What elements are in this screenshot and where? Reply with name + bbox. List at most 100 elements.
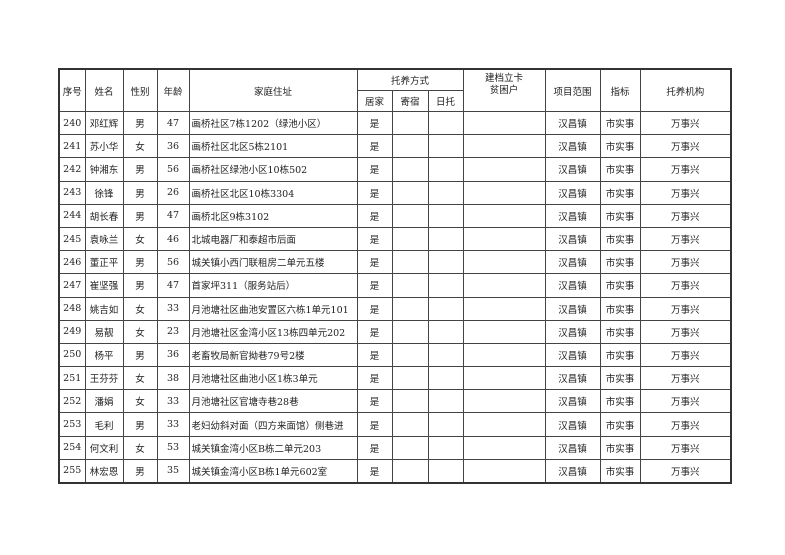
- cell-name: 苏小华: [84, 134, 124, 159]
- cell-address: 画桥社区北区10栋3304: [188, 180, 358, 205]
- cell-home: 是: [356, 134, 393, 159]
- cell-day: [427, 412, 464, 437]
- cell-seq: 252: [58, 389, 86, 414]
- cell-scope: 汉昌镇: [544, 389, 601, 414]
- cell-scope: 汉昌镇: [544, 157, 601, 182]
- cell-gender: 女: [122, 389, 158, 414]
- care-roster-table: 序号 姓名 性别 年龄 家庭住址 托养方式 建档立卡 贫困户 项目范围 指标 托养…: [58, 68, 733, 484]
- cell-poverty: [462, 157, 546, 182]
- cell-agency: 万事兴: [639, 180, 732, 205]
- cell-agency: 万事兴: [639, 273, 732, 298]
- cell-scope: 汉昌镇: [544, 226, 601, 252]
- cell-day: [427, 180, 464, 205]
- cell-boarding: [391, 435, 429, 460]
- cell-seq: 241: [58, 134, 86, 159]
- cell-home: 是: [356, 435, 393, 460]
- cell-age: 56: [156, 157, 190, 182]
- cell-address: 画桥社区7栋1202（绿池小区）: [188, 110, 358, 136]
- table-row: 241 苏小华女 36 画桥社区北区5栋2101 是 汉昌镇 市实事 万事兴: [58, 134, 732, 159]
- cell-gender: 男: [122, 180, 158, 205]
- cell-indicator: 市实事: [599, 134, 641, 159]
- cell-age: 33: [156, 412, 190, 437]
- cell-scope: 汉昌镇: [544, 458, 601, 484]
- cell-seq: 244: [58, 203, 86, 228]
- cell-gender: 女: [122, 319, 158, 344]
- cell-poverty: [462, 366, 546, 391]
- cell-address: 城关镇小西门联租房二单元五楼: [188, 250, 358, 275]
- cell-scope: 汉昌镇: [544, 296, 601, 321]
- cell-indicator: 市实事: [599, 389, 641, 414]
- cell-agency: 万事兴: [639, 366, 732, 391]
- cell-boarding: [391, 389, 429, 414]
- header-poverty: 建档立卡 贫困户: [462, 68, 546, 112]
- cell-address: 月池塘社区曲池安置区六栋1单元101: [188, 296, 358, 321]
- cell-agency: 万事兴: [639, 250, 732, 275]
- table-row: 248 姚吉如女 33 月池塘社区曲池安置区六栋1单元101 是 汉昌镇 市实事 万事兴: [58, 296, 732, 321]
- header-address: 家庭住址: [188, 68, 358, 112]
- cell-home: 是: [356, 389, 393, 414]
- cell-age: 36: [156, 342, 190, 368]
- cell-address: 城关镇金湾小区B栋1单元602室: [188, 458, 358, 484]
- cell-agency: 万事兴: [639, 342, 732, 368]
- cell-address: 首家坪311（服务站后）: [188, 273, 358, 298]
- cell-scope: 汉昌镇: [544, 134, 601, 159]
- cell-agency: 万事兴: [639, 157, 732, 182]
- table-row: 250 杨平男 36 老畜牧局新官拗巷79号2楼是 汉昌镇 市实事 万事兴: [58, 342, 732, 368]
- cell-age: 56: [156, 250, 190, 275]
- cell-home: 是: [356, 250, 393, 275]
- cell-scope: 汉昌镇: [544, 203, 601, 228]
- cell-indicator: 市实事: [599, 226, 641, 252]
- table-row: 249 易靓女 23 月池塘社区金湾小区13栋四单元202 是 汉昌镇 市实事 万事兴: [58, 319, 732, 344]
- cell-age: 46: [156, 226, 190, 252]
- cell-poverty: [462, 110, 546, 136]
- cell-gender: 男: [122, 342, 158, 368]
- cell-boarding: [391, 226, 429, 252]
- cell-poverty: [462, 342, 546, 368]
- cell-poverty: [462, 250, 546, 275]
- cell-home: 是: [356, 319, 393, 344]
- cell-indicator: 市实事: [599, 435, 641, 460]
- cell-address: 城关镇金湾小区B栋二单元203: [188, 435, 358, 460]
- header-indicator: 指标: [599, 68, 641, 112]
- table-row: 254 何文利女 53 城关镇金湾小区B栋二单元203 是 汉昌镇 市实事 万事兴: [58, 435, 732, 460]
- cell-seq: 243: [58, 180, 86, 205]
- cell-indicator: 市实事: [599, 342, 641, 368]
- cell-home: 是: [356, 226, 393, 252]
- cell-scope: 汉昌镇: [544, 435, 601, 460]
- cell-gender: 女: [122, 226, 158, 252]
- cell-indicator: 市实事: [599, 180, 641, 205]
- table-row: 243 徐锋男 26 画桥社区北区10栋3304 是 汉昌镇 市实事 万事兴: [58, 180, 732, 205]
- cell-age: 47: [156, 110, 190, 136]
- cell-scope: 汉昌镇: [544, 180, 601, 205]
- cell-agency: 万事兴: [639, 226, 732, 252]
- cell-name: 毛利: [84, 412, 124, 437]
- cell-poverty: [462, 319, 546, 344]
- cell-seq: 240: [58, 110, 86, 136]
- cell-gender: 男: [122, 412, 158, 437]
- cell-age: 23: [156, 319, 190, 344]
- cell-gender: 女: [122, 366, 158, 391]
- cell-gender: 男: [122, 157, 158, 182]
- cell-poverty: [462, 134, 546, 159]
- cell-name: 袁咏兰: [84, 226, 124, 252]
- cell-seq: 255: [58, 458, 86, 484]
- cell-indicator: 市实事: [599, 296, 641, 321]
- cell-boarding: [391, 458, 429, 484]
- cell-age: 33: [156, 296, 190, 321]
- cell-poverty: [462, 226, 546, 252]
- cell-indicator: 市实事: [599, 157, 641, 182]
- cell-address: 老畜牧局新官拗巷79号2楼: [188, 342, 358, 368]
- cell-indicator: 市实事: [599, 319, 641, 344]
- cell-seq: 247: [58, 273, 86, 298]
- header-age: 年龄: [156, 68, 190, 112]
- cell-age: 33: [156, 389, 190, 414]
- cell-age: 36: [156, 134, 190, 159]
- cell-day: [427, 296, 464, 321]
- header-poverty-line1: 建档立卡: [485, 72, 524, 84]
- cell-indicator: 市实事: [599, 273, 641, 298]
- cell-home: 是: [356, 110, 393, 136]
- cell-age: 26: [156, 180, 190, 205]
- cell-agency: 万事兴: [639, 389, 732, 414]
- cell-home: 是: [356, 342, 393, 368]
- cell-address: 月池塘社区金湾小区13栋四单元202: [188, 319, 358, 344]
